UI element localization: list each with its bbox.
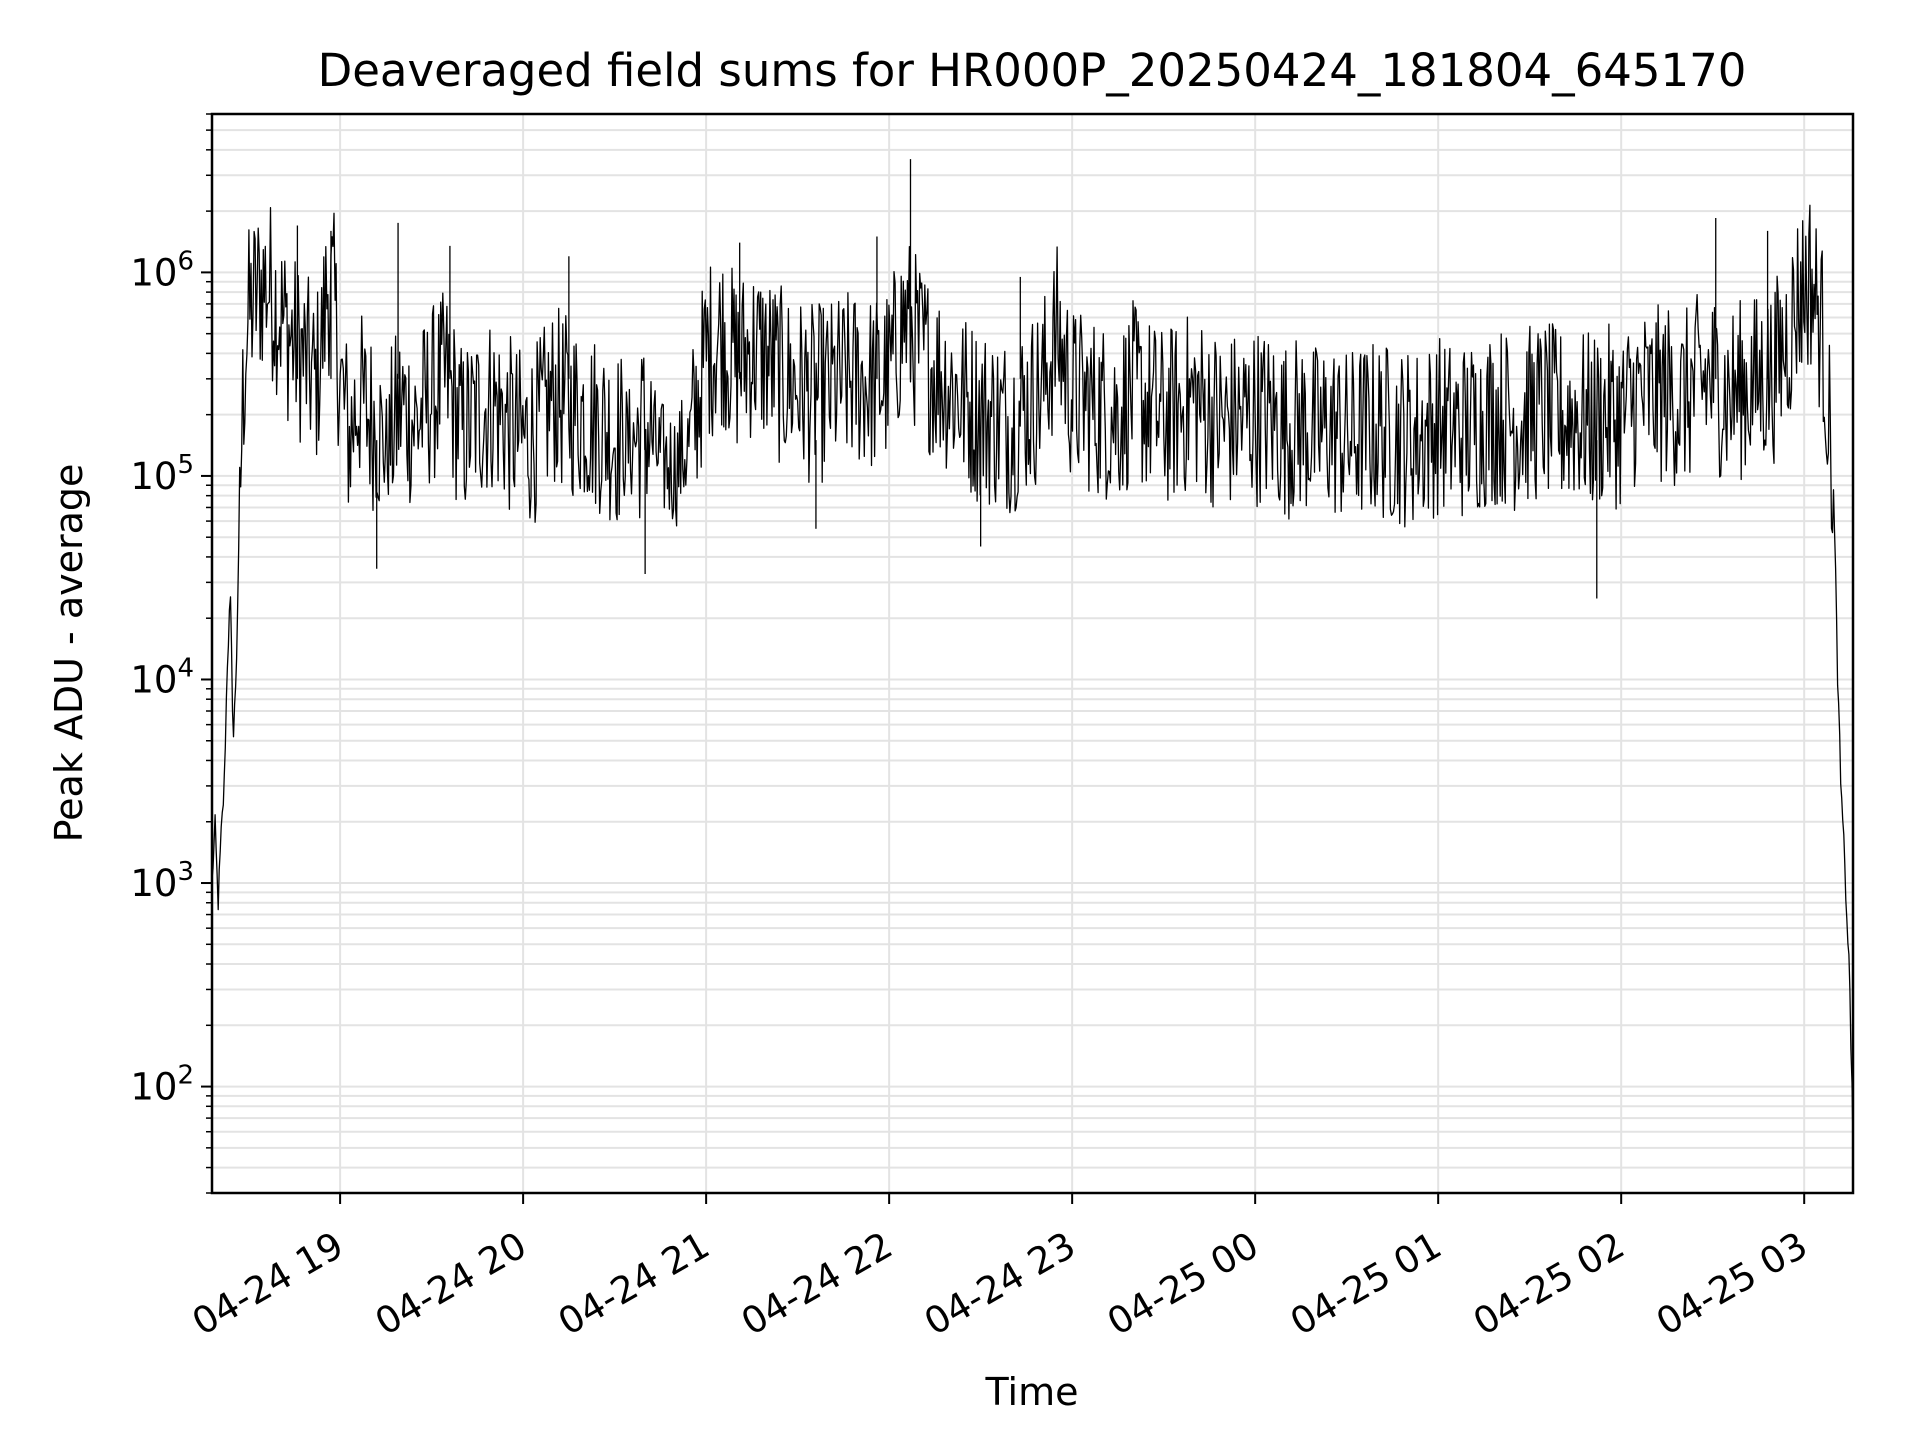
- plot-frame: [210, 112, 1855, 1195]
- y-tick-label: 102: [130, 1061, 194, 1109]
- y-tick-label: 103: [130, 857, 194, 905]
- x-axis-label: Time: [985, 1370, 1079, 1414]
- series-line: [211, 204, 1854, 1145]
- y-tick-label: 104: [130, 653, 194, 701]
- y-axis-label: Peak ADU - average: [47, 464, 91, 843]
- series-layer: [211, 159, 1854, 1145]
- chart-title: Deaveraged field sums for HR000P_2025042…: [318, 44, 1747, 97]
- y-tick-label: 105: [130, 450, 194, 498]
- grid: [212, 113, 1853, 1194]
- y-tick-label: 106: [130, 246, 194, 294]
